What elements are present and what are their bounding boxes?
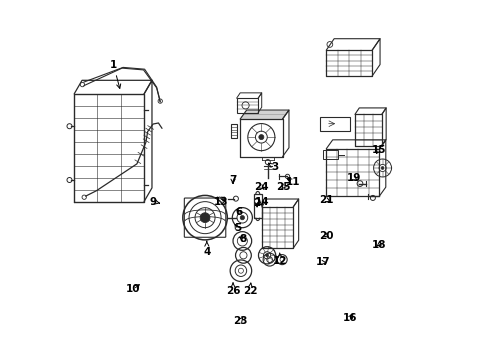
Text: 15: 15 <box>371 144 386 154</box>
Text: 20: 20 <box>318 231 333 240</box>
Text: 18: 18 <box>371 239 386 249</box>
Text: 1: 1 <box>110 60 121 89</box>
Text: 16: 16 <box>343 313 357 323</box>
Text: 9: 9 <box>149 197 159 207</box>
Text: 21: 21 <box>318 195 333 205</box>
Text: 23: 23 <box>232 316 247 325</box>
Circle shape <box>380 167 383 170</box>
Text: 26: 26 <box>225 283 240 296</box>
Text: 7: 7 <box>229 175 236 185</box>
Text: 12: 12 <box>273 253 287 266</box>
Bar <box>323 150 338 159</box>
Bar <box>236 98 258 113</box>
Bar <box>319 117 349 131</box>
Circle shape <box>200 213 209 222</box>
Bar <box>253 194 261 218</box>
Bar <box>230 124 237 138</box>
Text: 8: 8 <box>239 234 246 244</box>
Text: 3: 3 <box>268 162 278 172</box>
Circle shape <box>258 135 264 140</box>
Circle shape <box>265 254 268 257</box>
Text: 14: 14 <box>254 197 268 207</box>
Text: 19: 19 <box>346 173 360 183</box>
Text: 11: 11 <box>285 177 300 187</box>
Text: 4: 4 <box>203 241 210 257</box>
Text: 17: 17 <box>315 257 329 267</box>
Text: 2: 2 <box>253 198 260 208</box>
Text: 10: 10 <box>126 284 140 294</box>
Text: 25: 25 <box>275 182 290 192</box>
Text: 24: 24 <box>254 182 268 192</box>
Circle shape <box>240 216 244 220</box>
Text: 5: 5 <box>233 224 241 233</box>
Text: 13: 13 <box>214 197 228 207</box>
Text: 22: 22 <box>242 283 257 296</box>
Text: 6: 6 <box>235 207 242 217</box>
